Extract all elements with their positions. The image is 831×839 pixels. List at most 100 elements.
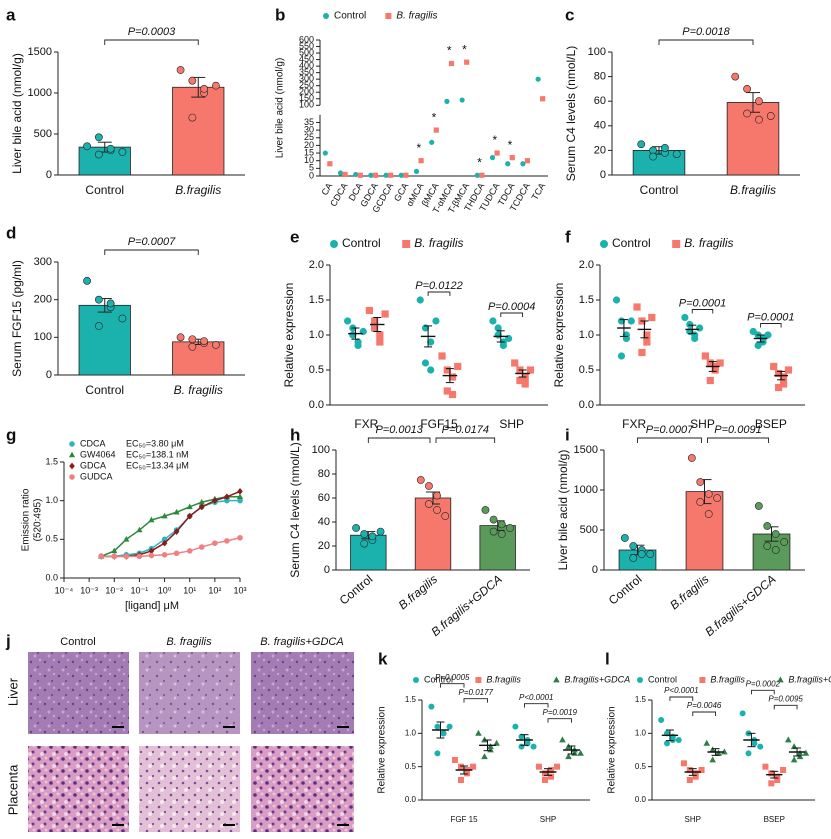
- legend-label: Control: [424, 674, 453, 684]
- legend-label: Control: [334, 11, 366, 22]
- x-tick-label: Control: [606, 572, 645, 608]
- data-point: [106, 144, 115, 153]
- data-point: [474, 172, 480, 178]
- data-point: [176, 66, 185, 74]
- panel-label: h: [290, 425, 300, 444]
- data-point: [696, 498, 705, 506]
- data-point: [118, 314, 127, 323]
- y-tick-label: 0.0: [579, 399, 594, 411]
- y-tick-label: 0.0: [309, 399, 324, 411]
- data-point: [353, 171, 359, 178]
- data-point: [646, 550, 655, 558]
- y-tick-label: 2.0: [579, 259, 594, 271]
- column-title: Control: [60, 636, 95, 648]
- data-point: [118, 148, 127, 156]
- fit-curve: [101, 499, 240, 558]
- data-point: [481, 506, 490, 514]
- comparison-bracket: [500, 312, 524, 317]
- legend-label: GDCA: [80, 460, 106, 470]
- data-point: [224, 493, 230, 501]
- x-tick-label: 10⁻³: [80, 585, 98, 595]
- data-point: [448, 390, 457, 399]
- p-value: P=0.0004: [488, 301, 535, 313]
- data-point: [706, 359, 714, 367]
- data-point: [432, 317, 440, 325]
- fit-curve: [101, 537, 241, 558]
- legend-marker: [69, 441, 75, 447]
- data-point: [629, 554, 638, 562]
- data-point: [433, 491, 441, 500]
- data-point: [649, 152, 657, 161]
- x-tick-label: 10⁻⁴: [55, 585, 74, 595]
- data-point: [357, 172, 363, 178]
- y-tick-label: 1.5: [579, 294, 594, 306]
- y-tick-label: 1000: [28, 87, 52, 99]
- data-point: [686, 320, 694, 329]
- data-point: [475, 729, 482, 736]
- data-point: [620, 534, 629, 542]
- y-tick-label: 20: [304, 140, 314, 150]
- legend-marker: [385, 13, 392, 19]
- data-point: [148, 552, 155, 559]
- p-value: P=0.0046: [687, 701, 722, 710]
- y-tick-label: 1.5: [405, 695, 417, 704]
- comparison-bracket: [104, 249, 199, 255]
- data-point: [643, 338, 651, 346]
- data-point: [497, 520, 506, 529]
- comparison-bracket: [104, 39, 199, 45]
- data-point: [520, 161, 526, 167]
- p-value: P=0.0091: [714, 424, 761, 436]
- data-point: [743, 85, 751, 93]
- p-value: P=0.0007: [646, 424, 694, 436]
- p-value: P=0.0005: [435, 673, 470, 682]
- y-tick-label: 1.5: [635, 695, 647, 704]
- data-point: [691, 334, 699, 343]
- data-point: [779, 380, 788, 388]
- data-point: [716, 359, 724, 367]
- data-point: [774, 773, 781, 780]
- comparison-bracket: [707, 437, 769, 443]
- data-point: [434, 750, 441, 757]
- y-axis-label: Serum FGF15 (pg/ml): [10, 260, 24, 377]
- data-point: [505, 524, 514, 532]
- data-point: [368, 172, 374, 178]
- scale-bars: [112, 726, 349, 826]
- y-tick-label: 500: [34, 128, 52, 140]
- data-point: [388, 172, 394, 178]
- x-tick-label: BSEP: [764, 815, 785, 824]
- bar: [685, 491, 724, 571]
- significance: *: [508, 138, 513, 152]
- column-title: B. fragilis+GDCA: [260, 636, 343, 648]
- data-point: [672, 150, 681, 158]
- legend-label: B. fragilis: [396, 11, 437, 22]
- data-point: [427, 366, 435, 374]
- y-tick-label: 150: [299, 93, 314, 103]
- data-point: [643, 331, 651, 339]
- data-point: [236, 493, 244, 500]
- data-point: [521, 380, 529, 388]
- legend-marker: [413, 677, 419, 683]
- data-point: [427, 338, 435, 346]
- panel-label: j: [5, 631, 11, 650]
- y-tick-label: 1500: [28, 46, 52, 58]
- data-point: [443, 387, 451, 395]
- data-point: [704, 510, 713, 518]
- data-point: [686, 767, 693, 773]
- data-point: [696, 478, 705, 486]
- x-tick-label: FGF15: [420, 417, 458, 431]
- significance: *: [432, 110, 437, 124]
- data-point: [176, 333, 185, 342]
- data-point: [161, 539, 168, 547]
- comparison-bracket: [760, 323, 782, 328]
- data-point: [764, 331, 772, 339]
- y-tick-label: 80: [318, 468, 330, 480]
- data-point: [188, 335, 197, 344]
- data-point: [784, 736, 792, 743]
- x-tick-label: Control: [640, 183, 679, 197]
- panel-label: b: [275, 5, 285, 24]
- data-point: [237, 488, 243, 495]
- ec50-label: EC₅₀=13.34 μM: [126, 460, 189, 470]
- y-tick-label: 500: [299, 47, 314, 57]
- legend-label: GUDCA: [80, 471, 113, 481]
- p-value: P=0.0018: [682, 26, 730, 38]
